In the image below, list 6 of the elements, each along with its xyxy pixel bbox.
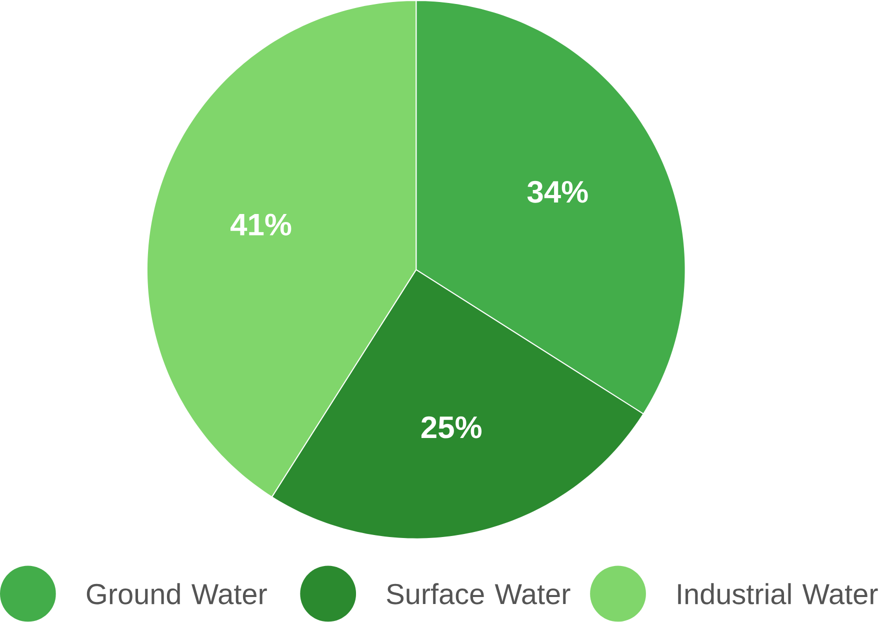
legend-label: Industrial Water xyxy=(678,583,878,604)
legend-label: Surface Water xyxy=(386,583,570,604)
data-label: 34% xyxy=(527,181,588,203)
data-label: 41% xyxy=(230,214,292,236)
data-label: 25% xyxy=(421,416,482,438)
legend-label: Ground Water xyxy=(86,583,267,604)
